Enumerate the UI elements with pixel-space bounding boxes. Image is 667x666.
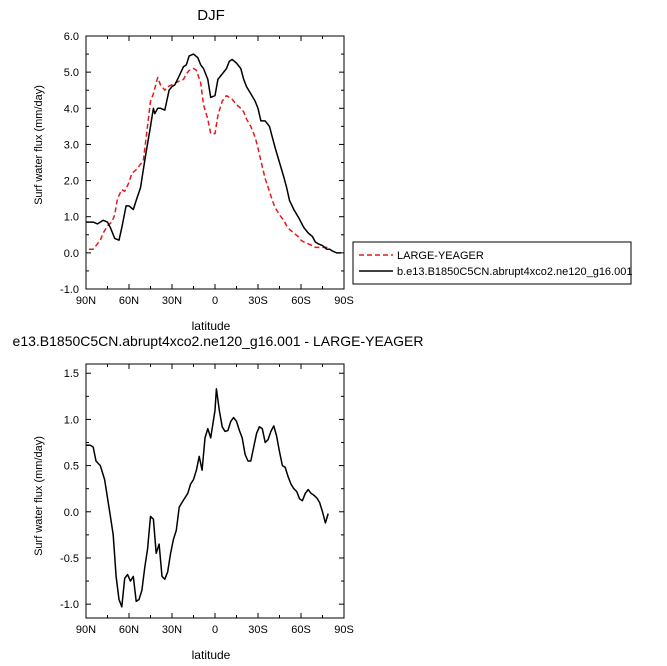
bottom-ytick-label: 0.5 (64, 461, 79, 473)
bottom-ytick-label: -1.0 (60, 599, 79, 611)
bottom-xtick-label: 60N (119, 624, 139, 636)
top-chart-plot-frame (85, 35, 345, 290)
top-chart-ylabel: Surf water flux (mm/day) (33, 85, 45, 205)
bottom-ytick-label: -0.5 (60, 553, 79, 565)
bottom-xtick-label: 90S (334, 624, 354, 636)
top-xtick-label: 60N (119, 295, 139, 307)
top-ytick-label: 2.0 (64, 176, 79, 188)
bottom-ytick-label: 0.0 (64, 507, 79, 519)
top-xtick-label: 90S (334, 295, 354, 307)
top-xtick-label: 0 (212, 295, 218, 307)
legend: LARGE-YEAGER b.e13.B1850C5CN.abrupt4xco2… (352, 241, 632, 285)
bottom-chart-xlabel: latitude (192, 648, 231, 662)
top-xtick-label: 60S (291, 295, 311, 307)
bottom-xtick-label: 60S (291, 624, 311, 636)
top-chart-xlabel: latitude (192, 319, 231, 333)
top-xtick-label: 90N (76, 295, 96, 307)
top-ytick-label: 4.0 (64, 103, 79, 115)
top-ytick-label: -1.0 (60, 284, 79, 296)
bottom-chart-ylabel: Surf water flux (mm/day) (33, 436, 45, 556)
legend-box (352, 241, 632, 285)
top-ytick-label: 6.0 (64, 31, 79, 43)
bottom-chart-title: e13.B1850C5CN.abrupt4xco2.ne120_g16.001 … (13, 333, 424, 349)
bottom-series-line-0 (86, 388, 329, 608)
legend-label-b-e13: b.e13.B1850C5CN.abrupt4xco2.ne120_g16.00… (397, 266, 632, 278)
bottom-chart: e13.B1850C5CN.abrupt4xco2.ne120_g16.001 … (13, 333, 424, 662)
legend-label-large-yeager: LARGE-YEAGER (397, 250, 484, 262)
bottom-ytick-label: 1.0 (64, 414, 79, 426)
bottom-chart-plot-frame (85, 363, 345, 619)
top-ytick-label: 5.0 (64, 67, 79, 79)
bottom-xtick-label: 90N (76, 624, 96, 636)
top-chart: DJF Surf water flux (mm/day) latitude 90… (33, 7, 354, 333)
top-xtick-label: 30S (248, 295, 268, 307)
bottom-xtick-label: 30S (248, 624, 268, 636)
top-ytick-label: 0.0 (64, 248, 79, 260)
bottom-ytick-label: 1.5 (64, 368, 79, 380)
top-chart-title: DJF (197, 7, 225, 24)
bottom-xtick-label: 30N (162, 624, 182, 636)
top-ytick-label: 1.0 (64, 212, 79, 224)
top-xtick-label: 30N (162, 295, 182, 307)
top-series-line-1 (86, 53, 342, 254)
top-ytick-label: 3.0 (64, 139, 79, 151)
bottom-xtick-label: 0 (212, 624, 218, 636)
top-series-line-0 (88, 67, 331, 250)
